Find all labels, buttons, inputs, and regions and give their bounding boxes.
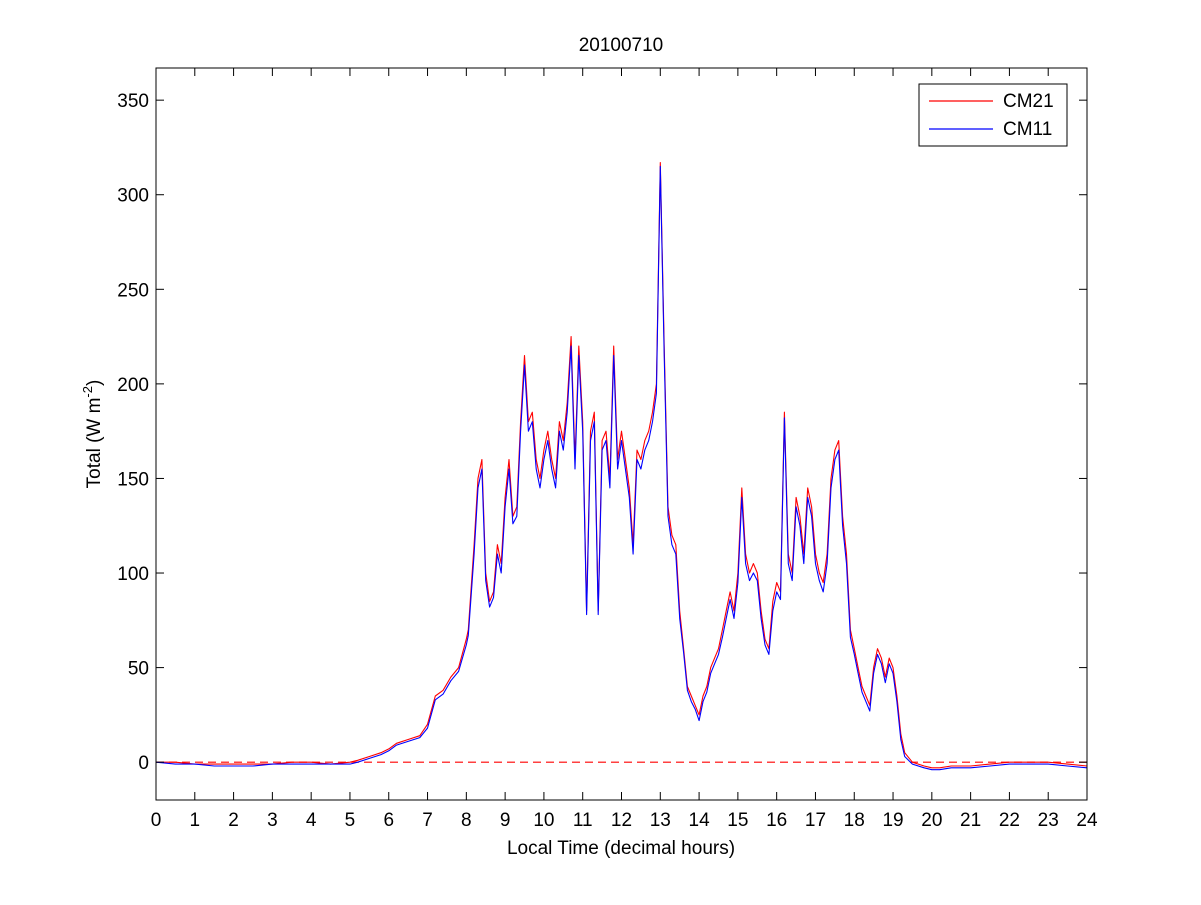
legend-box — [918, 83, 1068, 147]
x-tick-label: 21 — [960, 810, 981, 831]
y-axis-label-exponent: -2 — [80, 386, 95, 398]
legend: CM21 CM11 — [918, 83, 1068, 147]
x-tick-label: 17 — [805, 810, 826, 831]
y-tick-label: 350 — [117, 91, 149, 112]
x-tick-label: 18 — [844, 810, 865, 831]
x-tick-label: 9 — [500, 810, 511, 831]
axes-layer: 0 1 2 3 4 5 6 7 8 9 10 11 12 13 14 15 16 17 18 19 20 21 22 23 24… — [117, 67, 1098, 831]
x-tick-label: 14 — [689, 810, 711, 831]
x-tick-label: 5 — [345, 810, 356, 831]
legend-label-cm11: CM11 — [1003, 119, 1052, 140]
y-axis-label-close: ) — [84, 380, 105, 386]
x-tick-label: 0 — [151, 810, 162, 831]
x-tick-label: 20 — [921, 810, 942, 831]
y-axis-label: Total (W m-2) — [80, 380, 105, 489]
y-tick-label: 200 — [117, 375, 149, 396]
x-tick-label: 6 — [383, 810, 394, 831]
legend-label-cm21: CM21 — [1003, 91, 1054, 112]
x-tick-label: 23 — [1038, 810, 1059, 831]
x-tick-label: 24 — [1076, 810, 1098, 831]
x-tick-label: 12 — [611, 810, 632, 831]
x-tick-label: 3 — [267, 810, 278, 831]
y-tick-label: 100 — [117, 564, 149, 585]
series-layer — [155, 162, 1088, 771]
y-tick-label: 250 — [117, 280, 149, 301]
x-tick-label: 16 — [766, 810, 787, 831]
x-axis-label: Local Time (decimal hours) — [507, 838, 735, 859]
x-tick-label: 11 — [573, 810, 593, 831]
y-tick-label: 300 — [117, 186, 149, 207]
x-tick-label: 1 — [190, 810, 201, 831]
y-tick-label: 50 — [128, 659, 149, 680]
y-tick-label: 0 — [138, 753, 149, 774]
y-axis-label-main: Total (W m — [84, 398, 105, 489]
x-tick-label: 8 — [461, 810, 472, 831]
x-tick-label: 7 — [422, 810, 433, 831]
x-tick-label: 22 — [999, 810, 1020, 831]
x-tick-label: 4 — [306, 810, 317, 831]
x-tick-label: 13 — [650, 810, 671, 831]
x-tick-label: 2 — [228, 810, 239, 831]
series-line-cm11 — [155, 165, 1088, 771]
x-tick-label: 15 — [727, 810, 748, 831]
y-tick-label: 150 — [117, 469, 149, 490]
x-tick-label: 10 — [533, 810, 554, 831]
chart-title: 20100710 — [579, 35, 664, 56]
x-tick-label: 19 — [882, 810, 903, 831]
